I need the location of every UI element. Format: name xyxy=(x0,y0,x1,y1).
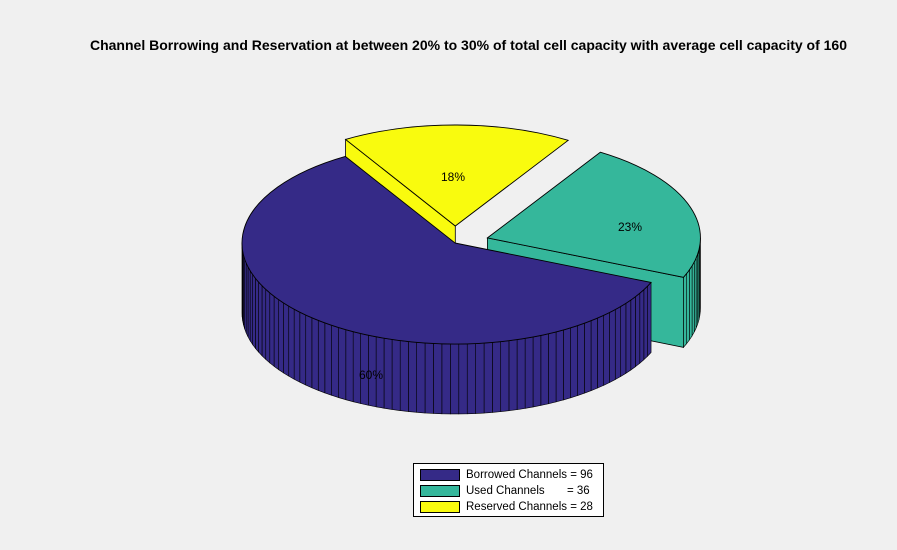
slice-used-channels xyxy=(486,151,701,278)
legend-entry-reserved: Reserved Channels = 28 xyxy=(420,499,603,515)
legend-label-reserved: Reserved Channels = 28 xyxy=(466,501,593,513)
slice-label-borrowed-channels: 60% xyxy=(359,368,383,382)
legend-label-used: Used Channels = 36 xyxy=(466,485,590,497)
legend[interactable]: Borrowed Channels = 96 Used Channels = 3… xyxy=(413,463,604,517)
legend-swatch-borrowed xyxy=(420,469,460,481)
slice-reserved-channels xyxy=(344,124,570,227)
legend-label-borrowed: Borrowed Channels = 96 xyxy=(466,469,593,481)
legend-entry-used: Used Channels = 36 xyxy=(420,483,603,499)
legend-entry-borrowed: Borrowed Channels = 96 xyxy=(420,467,603,483)
chart-title: Channel Borrowing and Reservation at bet… xyxy=(89,37,848,53)
side-borrowed-channels xyxy=(241,242,652,415)
legend-swatch-reserved xyxy=(420,501,460,513)
slice-borrowed-channels xyxy=(241,155,652,345)
legend-swatch-used xyxy=(420,485,460,497)
slice-label-used-channels: 23% xyxy=(618,220,642,234)
slice-label-reserved-channels: 18% xyxy=(441,170,465,184)
